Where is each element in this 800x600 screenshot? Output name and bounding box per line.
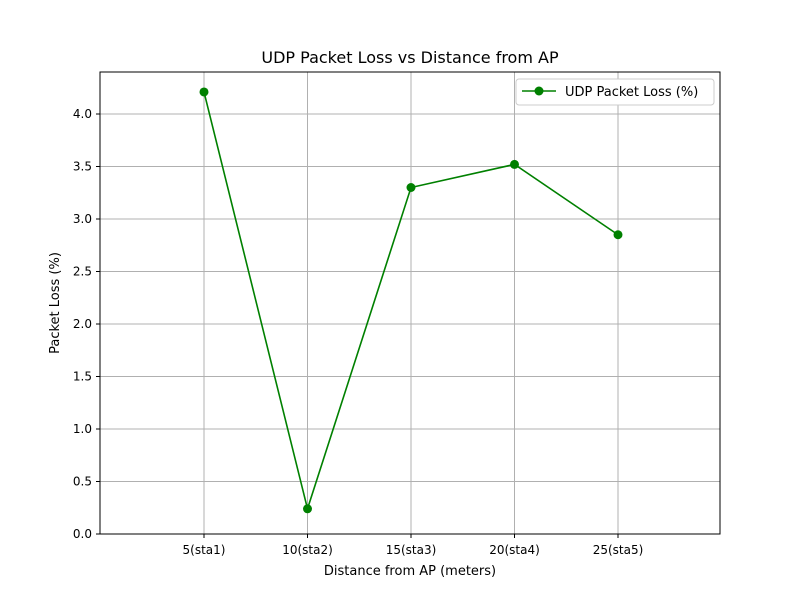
y-tick-label: 0.5	[73, 475, 92, 489]
series-layer	[199, 87, 623, 514]
y-tick-label: 1.0	[73, 422, 92, 436]
y-tick-label: 1.5	[73, 370, 92, 384]
legend-entry-label: UDP Packet Loss (%)	[565, 85, 698, 100]
chart-title: UDP Packet Loss vs Distance from AP	[261, 48, 559, 67]
y-tick-label: 0.0	[73, 527, 92, 541]
data-point	[510, 159, 519, 169]
legend-box	[515, 78, 715, 106]
x-tick-label: 5(sta1)	[183, 543, 226, 557]
y-axis-ticks: 0.0 0.5 1.0 1.5 2.0 2.5 3.0 3.5 4.0	[73, 107, 100, 541]
y-axis-label: Packet Loss (%)	[48, 252, 63, 354]
y-tick-label: 4.0	[73, 107, 92, 121]
grid	[100, 72, 720, 535]
data-point	[406, 183, 416, 192]
x-axis-ticks: 5(sta1) 10(sta2) 15(sta3) 20(sta4) 25(sta5)	[183, 534, 644, 557]
data-point	[199, 87, 209, 97]
x-tick-label: 25(sta5)	[593, 543, 644, 557]
data-point	[303, 504, 312, 514]
y-tick-label: 3.0	[73, 212, 92, 226]
plot-area-frame	[99, 71, 721, 535]
y-tick-label: 3.5	[73, 160, 92, 174]
x-tick-label: 15(sta3)	[386, 543, 437, 557]
y-tick-label: 2.5	[73, 265, 92, 279]
x-tick-label: 20(sta4)	[489, 543, 540, 557]
y-tick-label: 2.0	[73, 317, 92, 331]
data-point	[613, 230, 623, 240]
x-tick-label: 10(sta2)	[282, 543, 333, 557]
x-axis-label: Distance from AP (meters)	[324, 564, 496, 579]
legend: UDP Packet Loss (%)	[515, 78, 715, 106]
legend-marker	[534, 86, 544, 96]
